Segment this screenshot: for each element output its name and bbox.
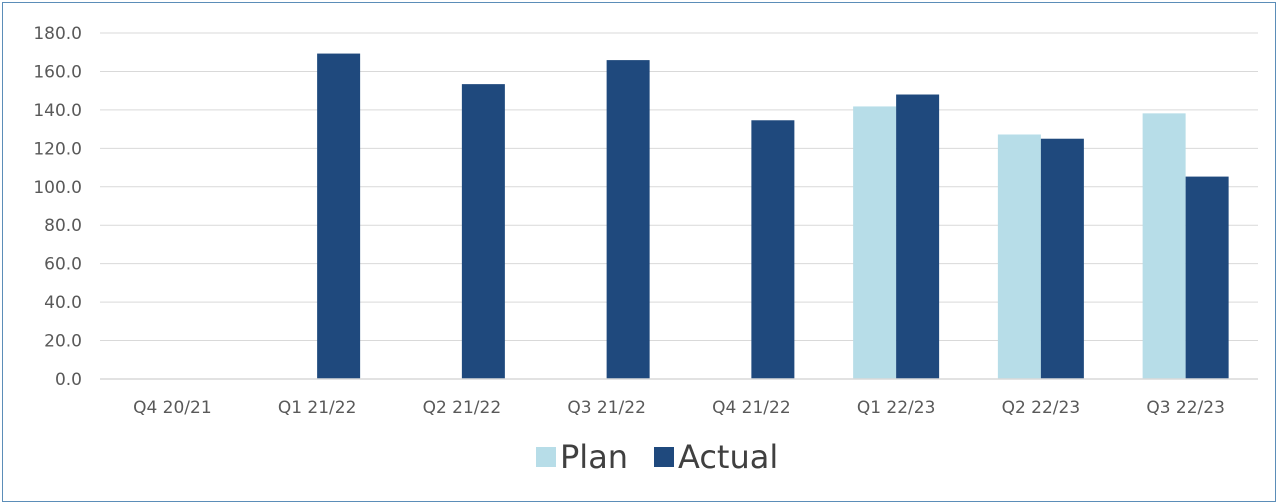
bar-actual-7 bbox=[1185, 176, 1229, 379]
bar-plan-5 bbox=[853, 106, 897, 379]
y-tick-label: 160.0 bbox=[33, 62, 82, 82]
y-tick-label: 0.0 bbox=[55, 370, 82, 390]
y-tick-label: 20.0 bbox=[44, 332, 82, 352]
bar-plan-7 bbox=[1142, 113, 1186, 380]
bar-actual-4 bbox=[751, 120, 795, 379]
gridlines bbox=[100, 32, 1258, 342]
y-tick-label: 100.0 bbox=[33, 178, 82, 198]
bar-actual-6 bbox=[1040, 138, 1084, 379]
y-tick-label: 180.0 bbox=[33, 24, 82, 44]
bar-actual-1 bbox=[317, 53, 361, 379]
x-tick-label: Q1 21/22 bbox=[278, 398, 357, 418]
y-axis-ticks: 0.0 20.0 40.0 60.0 80.0 100.0 120.0 140.0 160.0 1… bbox=[33, 24, 82, 390]
bar-actual-3 bbox=[606, 60, 650, 379]
y-tick-label: 40.0 bbox=[44, 293, 82, 313]
bar-actual-2 bbox=[461, 84, 505, 380]
x-axis-ticks: Q4 20/21 Q1 21/22 Q2 21/22 Q3 21/22 Q4 21/22… bbox=[133, 398, 1225, 418]
x-tick-label: Q3 22/23 bbox=[1146, 398, 1225, 418]
x-tick-label: Q4 20/21 bbox=[133, 398, 212, 418]
legend-swatch-actual bbox=[654, 447, 674, 467]
y-tick-label: 140.0 bbox=[33, 101, 82, 121]
bar-plan-6 bbox=[997, 134, 1041, 379]
x-tick-label: Q2 22/23 bbox=[1002, 398, 1081, 418]
x-tick-label: Q3 21/22 bbox=[567, 398, 646, 418]
y-tick-label: 60.0 bbox=[44, 255, 82, 275]
legend-swatch-plan bbox=[536, 447, 556, 467]
x-tick-label: Q1 22/23 bbox=[857, 398, 936, 418]
bars bbox=[317, 53, 1229, 380]
legend-label-plan: Plan bbox=[560, 438, 628, 476]
x-tick-label: Q4 21/22 bbox=[712, 398, 791, 418]
legend-label-actual: Actual bbox=[678, 438, 778, 476]
legend: Plan Actual bbox=[536, 438, 778, 476]
bar-actual-5 bbox=[896, 94, 940, 379]
x-tick-label: Q2 21/22 bbox=[423, 398, 502, 418]
y-tick-label: 80.0 bbox=[44, 216, 82, 236]
bar-chart: 0.0 20.0 40.0 60.0 80.0 100.0 120.0 140.0 160.0 1… bbox=[33, 24, 1258, 476]
y-tick-label: 120.0 bbox=[33, 139, 82, 159]
